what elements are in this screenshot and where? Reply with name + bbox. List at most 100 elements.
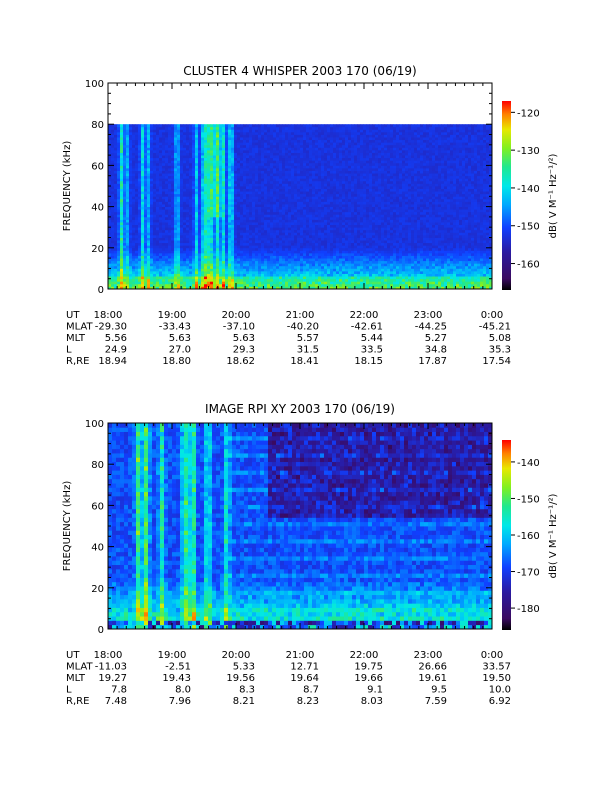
heatmap-cell: [279, 265, 283, 269]
heatmap-cell: [243, 188, 247, 192]
heatmap-cell: [168, 147, 172, 151]
heatmap-cell: [288, 134, 292, 138]
heatmap-cell: [324, 165, 328, 169]
heatmap-cell: [279, 188, 283, 192]
heatmap-cell: [183, 227, 187, 231]
heatmap-cell: [153, 250, 157, 254]
heatmap-cell: [267, 242, 271, 246]
heatmap-cell: [318, 165, 322, 169]
heatmap-cell: [261, 227, 265, 231]
heatmap-cell: [171, 183, 175, 187]
heatmap-cell: [123, 278, 127, 282]
heatmap-cell: [153, 188, 157, 192]
heatmap-cell: [240, 219, 244, 223]
heatmap-cell: [135, 237, 139, 241]
heatmap-cell: [129, 252, 133, 256]
heatmap-cell: [219, 209, 223, 213]
heatmap-cell: [198, 270, 202, 274]
heatmap-cell: [234, 180, 238, 184]
heatmap-cell: [297, 178, 301, 182]
heatmap-cell: [222, 232, 226, 236]
heatmap-cell: [186, 250, 190, 254]
heatmap-cell: [219, 165, 223, 169]
heatmap-cell: [303, 216, 307, 220]
heatmap-cell: [336, 283, 340, 287]
heatmap-cell: [246, 260, 250, 264]
heatmap-cell: [156, 242, 160, 246]
heatmap-cell: [291, 175, 295, 179]
heatmap-cell: [249, 137, 253, 141]
heatmap-cell: [240, 178, 244, 182]
heatmap-cell: [291, 247, 295, 251]
heatmap-cell: [258, 211, 262, 215]
heatmap-cell: [132, 155, 136, 159]
heatmap-cell: [219, 131, 223, 135]
heatmap-cell: [180, 131, 184, 135]
heatmap-cell: [324, 247, 328, 251]
heatmap-cell: [177, 273, 181, 277]
heatmap-cell: [324, 276, 328, 280]
heatmap-cell: [339, 245, 343, 249]
heatmap-cell: [168, 283, 172, 287]
heatmap-cell: [330, 260, 334, 264]
heatmap-cell: [252, 134, 256, 138]
heatmap-cell: [324, 245, 328, 249]
heatmap-cell: [120, 237, 124, 241]
heatmap-cell: [213, 134, 217, 138]
heatmap-cell: [153, 137, 157, 141]
heatmap-cell: [321, 273, 325, 277]
heatmap-cell: [210, 152, 214, 156]
heatmap-cell: [111, 242, 115, 246]
heatmap-cell: [150, 139, 154, 143]
heatmap-cell: [204, 216, 208, 220]
heatmap-cell: [270, 142, 274, 146]
heatmap-cell: [234, 149, 238, 153]
heatmap-cell: [192, 209, 196, 213]
heatmap-cell: [126, 219, 130, 223]
heatmap-cell: [114, 265, 118, 269]
heatmap-cell: [237, 283, 241, 287]
heatmap-cell: [288, 245, 292, 249]
heatmap-cell: [132, 211, 136, 215]
heatmap-cell: [195, 162, 199, 166]
heatmap-cell: [264, 227, 268, 231]
heatmap-cell: [141, 240, 145, 244]
heatmap-cell: [126, 245, 130, 249]
heatmap-cell: [300, 129, 304, 133]
heatmap-cell: [333, 157, 337, 161]
heatmap-cell: [126, 281, 130, 285]
heatmap-cell: [264, 242, 268, 246]
heatmap-cell: [150, 149, 154, 153]
heatmap-cell: [180, 224, 184, 228]
heatmap-cell: [147, 283, 151, 287]
heatmap-cell: [183, 283, 187, 287]
heatmap-cell: [120, 281, 124, 285]
heatmap-cell: [243, 265, 247, 269]
heatmap-cell: [282, 129, 286, 133]
heatmap-cell: [279, 191, 283, 195]
heatmap-cell: [312, 191, 316, 195]
heatmap-cell: [207, 144, 211, 148]
heatmap-cell: [222, 147, 226, 151]
heatmap-cell: [138, 211, 142, 215]
heatmap-cell: [192, 250, 196, 254]
heatmap-cell: [192, 214, 196, 218]
heatmap-cell: [267, 265, 271, 269]
heatmap-cell: [186, 160, 190, 164]
heatmap-cell: [189, 157, 193, 161]
heatmap-cell: [132, 222, 136, 226]
heatmap-cell: [288, 147, 292, 151]
heatmap-cell: [303, 273, 307, 277]
heatmap-cell: [183, 186, 187, 189]
heatmap-cell: [153, 131, 157, 135]
heatmap-cell: [225, 263, 229, 267]
heatmap-cell: [294, 232, 298, 236]
heatmap-cell: [267, 214, 271, 218]
heatmap-cell: [186, 204, 190, 207]
heatmap-cell: [120, 134, 124, 138]
heatmap-cell: [129, 191, 133, 195]
heatmap-cell: [165, 250, 169, 254]
heatmap-cell: [129, 222, 133, 226]
heatmap-cell: [324, 214, 328, 218]
heatmap-cell: [279, 278, 283, 282]
